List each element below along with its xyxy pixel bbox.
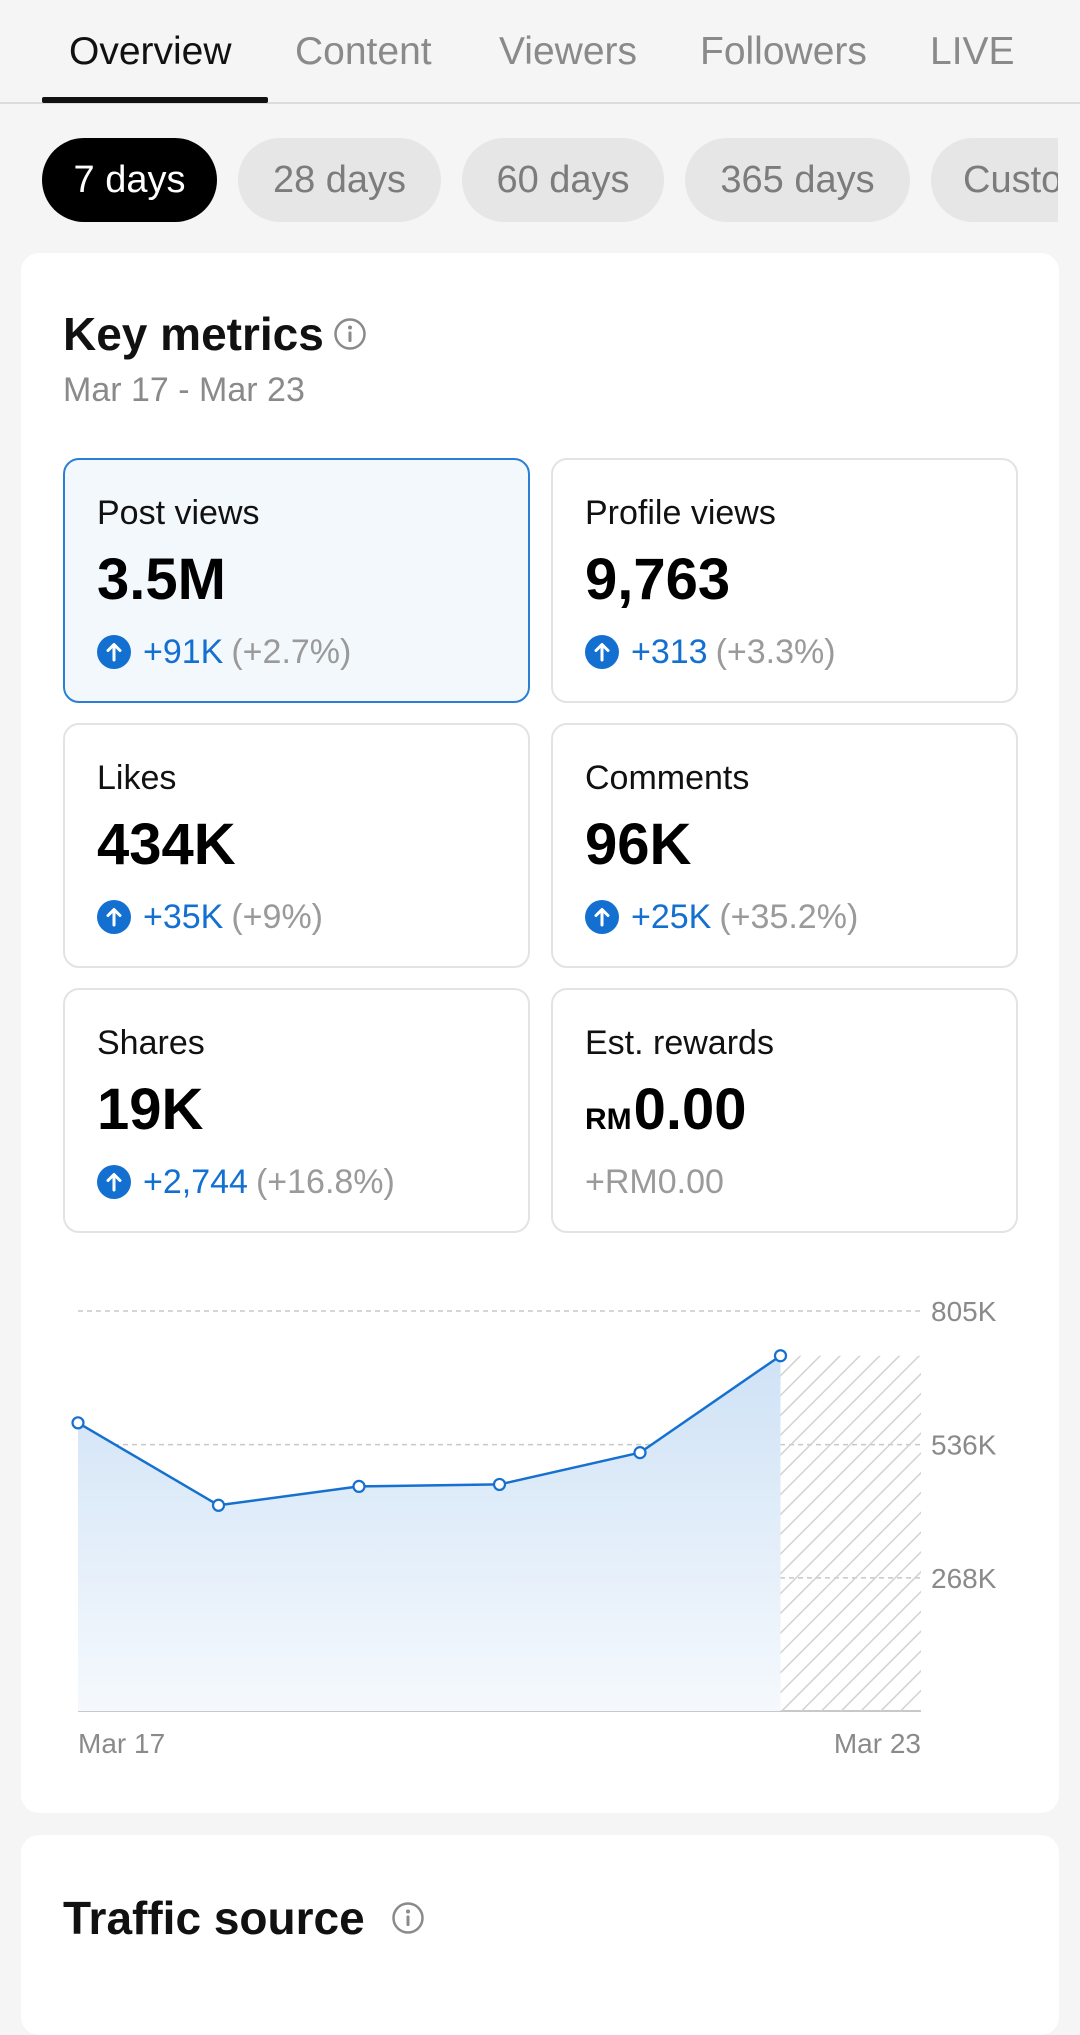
metric-change: +91K (+2.7%) [97,632,351,672]
traffic-source-card: Traffic source [21,1835,1059,2035]
metric-percent: (+9%) [231,897,323,936]
arrow-up-icon [97,1165,131,1199]
metric-value: 434K [97,812,236,877]
metric-percent: (+2.7%) [231,632,352,671]
metric-change: +2,744 (+16.8%) [97,1162,395,1202]
data-point [352,1479,366,1494]
metric-label: Est. rewards [585,1024,774,1062]
metric-percent: (+16.8%) [255,1162,395,1201]
chip-custom[interactable]: Custom [931,138,1058,222]
y-tick-label: 268K [931,1563,997,1594]
metric-percent: (+3.3%) [715,632,836,671]
currency-label: RM [585,1103,632,1136]
tab-live[interactable]: LIVE [930,30,1015,73]
post-views-chart: 805K 536K 268K Mar 17 Mar 23 [21,1263,1059,1763]
metric-delta: +35K [143,897,224,936]
tab-content[interactable]: Content [295,30,432,73]
metric-est-rewards[interactable]: Est. rewards RM0.00 +RM0.00 [551,988,1018,1233]
chip-28-days[interactable]: 28 days [238,138,441,222]
metric-label: Comments [585,759,750,797]
date-range-label: Mar 17 - Mar 23 [63,371,305,409]
metric-label: Profile views [585,494,776,532]
data-point [71,1416,85,1430]
metric-comments[interactable]: Comments 96K +25K (+35.2%) [551,723,1018,968]
area-chart: 805K 536K 268K Mar 17 Mar 23 [71,1296,997,1759]
metric-profile-views[interactable]: Profile views 9,763 +313 (+3.3%) [551,458,1018,703]
metric-change: +313 (+3.3%) [585,632,836,672]
metric-label: Likes [97,759,177,797]
info-icon[interactable] [333,317,367,351]
metric-delta: +2,744 [143,1162,248,1201]
metric-post-views[interactable]: Post views 3.5M +91K (+2.7%) [63,458,530,703]
x-tick-label: Mar 23 [834,1728,921,1759]
date-range-chips: 7 days 28 days 60 days 365 days Custom [42,138,1058,222]
arrow-up-icon [585,900,619,934]
metric-percent: (+35.2%) [719,897,859,936]
data-point [773,1349,788,1363]
x-tick-label: Mar 17 [78,1728,165,1759]
arrow-up-icon [97,900,131,934]
metric-label: Post views [97,494,260,532]
chip-365-days[interactable]: 365 days [685,138,910,222]
metric-label: Shares [97,1024,205,1062]
metric-value: 96K [585,812,692,877]
traffic-source-title: Traffic source [63,1892,365,1944]
active-tab-indicator [42,97,268,103]
metric-delta: +91K [143,632,224,671]
key-metrics-card: Key metrics Mar 17 - Mar 23 Post views 3… [21,253,1059,1813]
arrow-up-icon [97,635,131,669]
metric-change: +35K (+9%) [97,897,323,937]
key-metrics-title: Key metrics [63,308,324,360]
arrow-up-icon [585,635,619,669]
chip-7-days[interactable]: 7 days [42,138,217,222]
pending-period-hatch [780,1355,921,1711]
metric-change: +25K (+35.2%) [585,897,858,937]
tab-overview[interactable]: Overview [69,30,232,73]
metric-value: 19K [97,1077,204,1142]
metric-value: 3.5M [97,547,226,612]
series-line [77,1354,782,1507]
metric-delta: +25K [631,897,712,936]
metric-change: +RM0.00 [585,1162,724,1202]
chip-60-days[interactable]: 60 days [462,138,664,222]
info-icon[interactable] [391,1901,425,1935]
metric-shares[interactable]: Shares 19K +2,744 (+16.8%) [63,988,530,1233]
metric-delta: +RM0.00 [585,1162,724,1201]
data-point [633,1446,647,1460]
metric-value: RM0.00 [585,1076,747,1143]
tab-viewers[interactable]: Viewers [499,30,638,73]
analytics-tabs: Overview Content Viewers Followers LIVE [0,0,1080,104]
area-fill [78,1355,781,1711]
metric-likes[interactable]: Likes 434K +35K (+9%) [63,723,530,968]
tab-followers[interactable]: Followers [700,30,867,73]
metric-delta: +313 [631,632,708,671]
data-point [211,1498,226,1512]
y-tick-label: 536K [931,1430,997,1461]
metric-value: 9,763 [585,547,731,612]
rewards-amount: 0.00 [633,1077,747,1142]
y-tick-label: 805K [931,1296,997,1327]
data-point [492,1477,507,1492]
